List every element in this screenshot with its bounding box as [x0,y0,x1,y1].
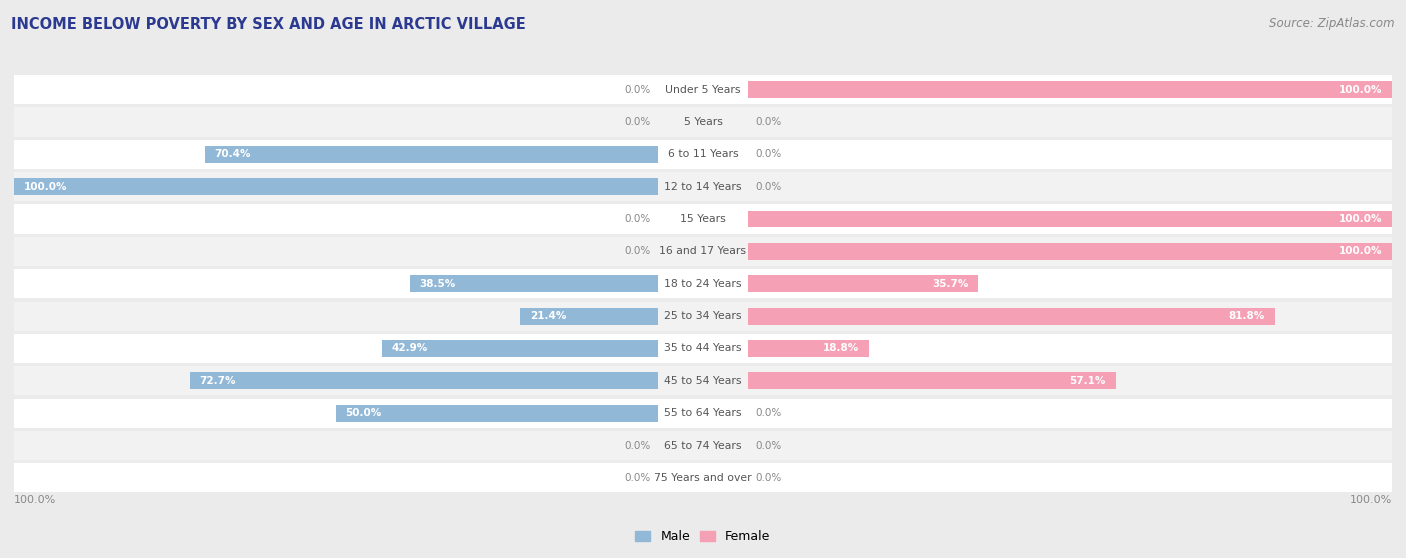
Bar [14,366,1392,396]
Bar [14,269,1392,299]
Text: 100.0%: 100.0% [14,495,56,505]
Text: Under 5 Years: Under 5 Years [665,85,741,95]
Legend: Male, Female: Male, Female [630,525,776,548]
Text: 100.0%: 100.0% [24,182,67,192]
Bar [14,75,1392,104]
Text: 0.0%: 0.0% [624,441,650,450]
Text: 100.0%: 100.0% [1350,495,1392,505]
Text: 0.0%: 0.0% [624,247,650,257]
Bar [748,243,1392,260]
Bar [520,307,658,325]
Bar [336,405,658,422]
Bar [14,334,1392,363]
Bar [14,463,1392,493]
Bar [14,301,1392,331]
Text: 0.0%: 0.0% [624,473,650,483]
Text: 0.0%: 0.0% [756,182,782,192]
Text: 75 Years and over: 75 Years and over [654,473,752,483]
Bar [748,307,1275,325]
Text: 72.7%: 72.7% [200,376,236,386]
Text: 18 to 24 Years: 18 to 24 Years [664,279,742,289]
Text: Source: ZipAtlas.com: Source: ZipAtlas.com [1270,17,1395,30]
Text: 35.7%: 35.7% [932,279,969,289]
Text: 81.8%: 81.8% [1229,311,1265,321]
Text: 18.8%: 18.8% [823,344,859,353]
Text: 45 to 54 Years: 45 to 54 Years [664,376,742,386]
Bar [748,81,1392,98]
Text: 50.0%: 50.0% [346,408,382,418]
Text: 0.0%: 0.0% [624,214,650,224]
Text: 55 to 64 Years: 55 to 64 Years [664,408,742,418]
Text: 35 to 44 Years: 35 to 44 Years [664,344,742,353]
Bar [14,237,1392,266]
Text: 15 Years: 15 Years [681,214,725,224]
Text: 0.0%: 0.0% [756,150,782,160]
Text: 42.9%: 42.9% [391,344,427,353]
Text: 0.0%: 0.0% [624,85,650,95]
Bar [381,340,658,357]
Bar [14,431,1392,460]
Text: 0.0%: 0.0% [756,117,782,127]
Text: 38.5%: 38.5% [420,279,456,289]
Text: 0.0%: 0.0% [756,473,782,483]
Bar [14,172,1392,201]
Text: 6 to 11 Years: 6 to 11 Years [668,150,738,160]
Bar [748,275,979,292]
Text: 57.1%: 57.1% [1070,376,1107,386]
Text: 16 and 17 Years: 16 and 17 Years [659,247,747,257]
Bar [14,398,1392,428]
Text: 100.0%: 100.0% [1339,214,1382,224]
Text: 0.0%: 0.0% [756,441,782,450]
Bar [190,372,658,389]
Text: INCOME BELOW POVERTY BY SEX AND AGE IN ARCTIC VILLAGE: INCOME BELOW POVERTY BY SEX AND AGE IN A… [11,17,526,32]
Bar [14,178,658,195]
Bar [748,340,869,357]
Text: 65 to 74 Years: 65 to 74 Years [664,441,742,450]
Bar [748,372,1116,389]
Bar [205,146,658,163]
Bar [14,204,1392,234]
Bar [14,107,1392,137]
Bar [411,275,658,292]
Text: 12 to 14 Years: 12 to 14 Years [664,182,742,192]
Text: 25 to 34 Years: 25 to 34 Years [664,311,742,321]
Text: 5 Years: 5 Years [683,117,723,127]
Text: 21.4%: 21.4% [530,311,567,321]
Text: 100.0%: 100.0% [1339,85,1382,95]
Bar [748,210,1392,228]
Bar [14,140,1392,169]
Text: 100.0%: 100.0% [1339,247,1382,257]
Text: 70.4%: 70.4% [214,150,250,160]
Text: 0.0%: 0.0% [756,408,782,418]
Text: 0.0%: 0.0% [624,117,650,127]
